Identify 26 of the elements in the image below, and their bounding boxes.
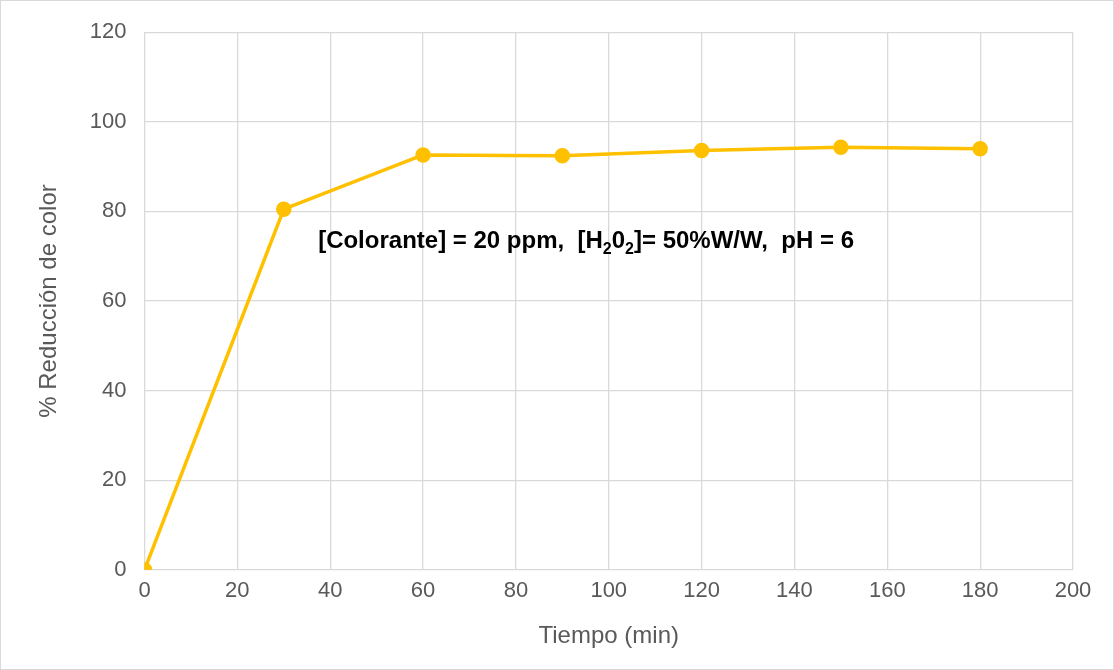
x-tick-label: 40 (317, 577, 343, 603)
point (833, 139, 849, 156)
point (972, 140, 988, 157)
y-tick-label: 20 (102, 466, 127, 492)
x-tick-label: 140 (776, 577, 813, 603)
x-tick-label: 100 (590, 577, 628, 603)
point (693, 142, 710, 159)
y-tick-label: 80 (102, 197, 127, 223)
y-tick-label: 40 (102, 376, 127, 402)
x-tick-label: 160 (868, 577, 906, 603)
x-tick-label: 180 (961, 577, 999, 603)
x-tick-label: 80 (503, 577, 529, 603)
x-axis-title: Tiempo (min) (538, 621, 679, 649)
y-axis-title: % Reducción de color (34, 184, 62, 418)
x-tick-label: 0 (138, 577, 151, 603)
y-tick-label: 100 (89, 107, 127, 133)
y-tick-label: 120 (89, 18, 127, 44)
point (276, 201, 292, 217)
y-tick-label: 60 (102, 287, 127, 313)
point (415, 147, 431, 163)
x-tick-label: 200 (1054, 577, 1092, 603)
x-tick-label: 20 (225, 577, 250, 603)
x-tick-label: 60 (410, 577, 436, 603)
x-tick-label: 120 (683, 577, 720, 603)
point (554, 148, 571, 164)
y-tick-label: 0 (114, 555, 127, 581)
